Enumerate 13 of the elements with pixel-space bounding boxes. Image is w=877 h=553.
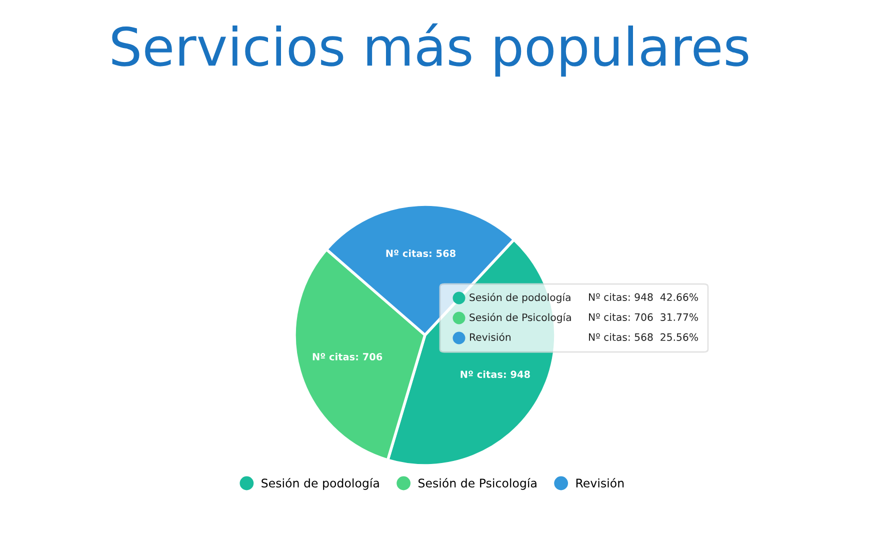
data-label: Nº citas: 706	[312, 352, 382, 360]
legend-label: Revisión	[470, 332, 511, 341]
data-label: Nº citas: 568	[386, 250, 456, 258]
text: Nº citas: 948 42.66%	[588, 293, 698, 301]
category-label: Sesión de Psicología	[470, 312, 571, 324]
chart-title: Servicios más populares	[112, 23, 748, 77]
text: Nº citas: 706 31.77%	[588, 313, 698, 321]
category-label: Sesión de podología	[262, 478, 379, 490]
data-label: Nº citas: 948	[460, 370, 530, 378]
legend-label: Sesión de podología	[470, 292, 570, 304]
category-label: Revisión	[576, 478, 624, 488]
text: Nº citas: 568 25.56%	[588, 333, 698, 341]
legend-label: Sesión de Psicología	[418, 478, 536, 490]
